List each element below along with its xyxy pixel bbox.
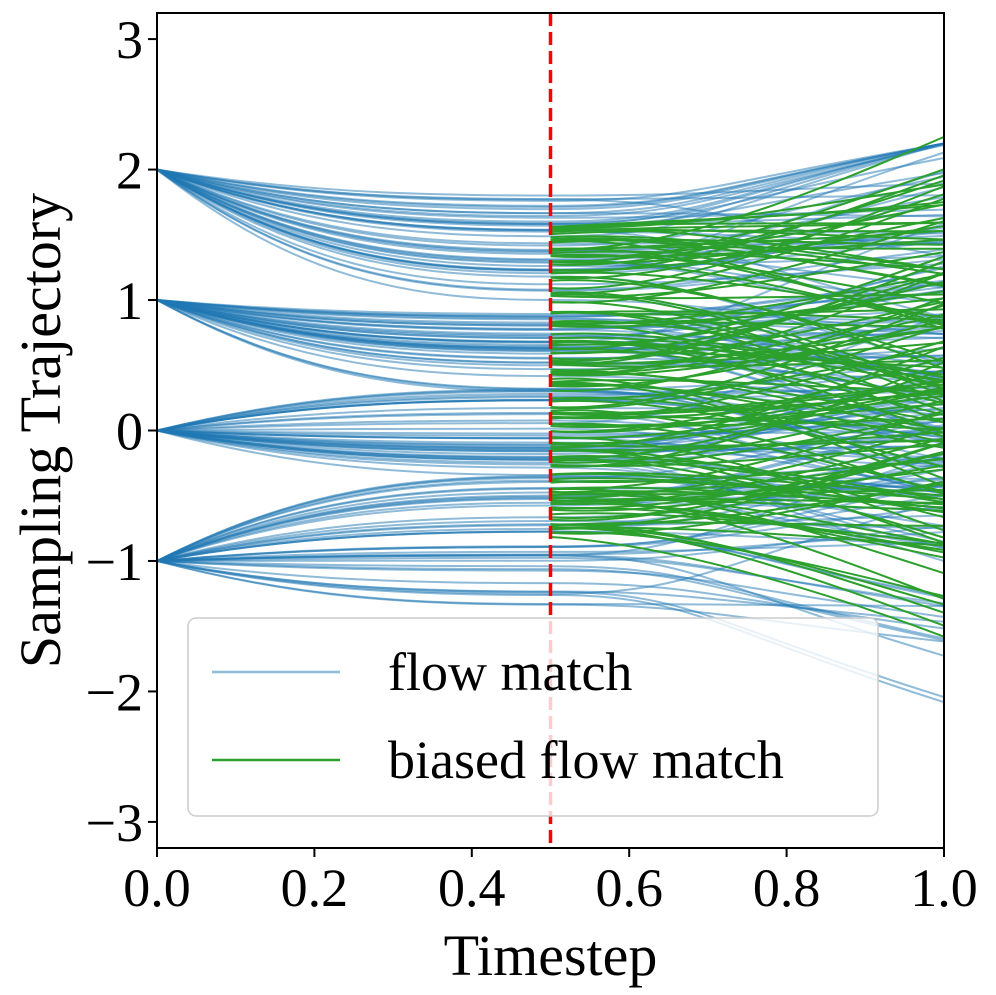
biased-flow-match-trajectory	[550, 441, 945, 522]
biased-flow-match-trajectory	[550, 168, 945, 263]
flow-match-trajectory	[156, 299, 945, 352]
y-tick-label: 1	[116, 271, 143, 331]
biased-flow-match-trajectory	[550, 436, 945, 532]
biased-flow-match-trajectory	[550, 409, 945, 495]
biased-flow-match-trajectory	[550, 216, 945, 272]
biased-flow-match-trajectory	[550, 370, 945, 438]
biased-flow-match-trajectory	[550, 526, 945, 606]
biased-flow-match-trajectory	[550, 320, 945, 379]
biased-flow-match-trajectory	[550, 275, 945, 370]
x-tick-label: 0.8	[753, 858, 821, 918]
x-tick-label: 1.0	[910, 858, 978, 918]
legend-label-flow-match: flow match	[388, 642, 632, 702]
biased-flow-match-trajectory	[550, 237, 945, 288]
biased-flow-match-trajectory	[550, 384, 945, 431]
biased-flow-match-trajectory	[550, 359, 945, 368]
biased-flow-match-trajectory	[550, 506, 945, 552]
biased-flow-match-lines	[550, 136, 945, 638]
legend-label-biased-flow-match: biased flow match	[388, 730, 784, 790]
biased-flow-match-trajectory	[550, 235, 945, 271]
y-tick-label: 2	[116, 141, 143, 201]
biased-flow-match-trajectory	[550, 250, 945, 270]
y-tick-label: 0	[116, 402, 143, 462]
y-tick-label: −3	[86, 793, 143, 853]
biased-flow-match-trajectory	[550, 197, 945, 295]
flow-match-trajectory	[156, 501, 945, 562]
biased-flow-match-trajectory	[550, 293, 945, 397]
biased-flow-match-trajectory	[550, 332, 945, 383]
biased-flow-match-trajectory	[550, 326, 945, 366]
biased-flow-match-trajectory	[550, 402, 945, 427]
biased-flow-match-trajectory	[550, 399, 945, 464]
biased-flow-match-trajectory	[550, 431, 945, 452]
flow-match-trajectory	[156, 429, 945, 543]
biased-flow-match-trajectory	[550, 183, 945, 229]
biased-flow-match-trajectory	[550, 260, 945, 327]
x-axis-label: Timestep	[444, 923, 658, 988]
x-tick-label: 0.4	[438, 858, 506, 918]
biased-flow-match-trajectory	[550, 253, 945, 304]
biased-flow-match-trajectory	[550, 426, 945, 499]
legend-box	[187, 617, 879, 817]
biased-flow-match-trajectory	[550, 302, 945, 409]
biased-flow-match-trajectory	[550, 381, 945, 488]
biased-flow-match-trajectory	[550, 512, 945, 545]
biased-flow-match-trajectory	[550, 220, 945, 304]
y-tick-label: −2	[86, 662, 143, 722]
biased-flow-match-trajectory	[550, 310, 945, 390]
biased-flow-match-trajectory	[550, 255, 945, 350]
biased-flow-match-trajectory	[550, 326, 945, 377]
biased-flow-match-trajectory	[550, 229, 945, 236]
biased-flow-match-trajectory	[550, 136, 945, 250]
biased-flow-match-trajectory	[550, 221, 945, 233]
biased-flow-match-trajectory	[550, 535, 945, 638]
biased-flow-match-trajectory	[550, 346, 945, 400]
biased-flow-match-trajectory	[550, 293, 945, 300]
biased-flow-match-trajectory	[550, 399, 945, 468]
biased-flow-match-trajectory	[550, 527, 945, 627]
y-axis-ticks: −3 −2 −1 0 1 2 3	[86, 10, 157, 853]
biased-flow-match-trajectory	[550, 487, 945, 575]
y-tick-label: −1	[86, 532, 143, 592]
biased-flow-match-trajectory	[550, 247, 945, 325]
biased-flow-match-trajectory	[550, 471, 945, 497]
biased-flow-match-trajectory	[550, 480, 945, 500]
y-tick-label: 3	[116, 10, 143, 70]
biased-flow-match-trajectory	[550, 323, 945, 424]
biased-flow-match-trajectory	[550, 291, 945, 390]
x-tick-label: 0.6	[595, 858, 663, 918]
x-tick-label: 0.0	[123, 858, 191, 918]
biased-flow-match-trajectory	[550, 301, 945, 403]
biased-flow-match-trajectory	[550, 459, 945, 504]
flow-match-trajectory	[156, 144, 945, 218]
biased-flow-match-trajectory	[550, 493, 945, 546]
flow-match-trajectory	[156, 168, 945, 201]
y-axis-label: Sampling Trajectory	[8, 193, 73, 668]
biased-flow-match-trajectory	[550, 390, 945, 420]
x-axis-ticks: 0.0 0.2 0.4 0.6 0.8 1.0	[123, 848, 978, 918]
biased-flow-match-trajectory	[550, 179, 945, 267]
flow-match-trajectory	[156, 299, 945, 371]
flow-match-trajectory	[156, 525, 945, 562]
biased-flow-match-trajectory	[550, 450, 945, 520]
biased-flow-match-trajectory	[550, 497, 945, 600]
biased-flow-match-trajectory	[550, 380, 945, 415]
x-tick-label: 0.2	[281, 858, 349, 918]
biased-flow-match-trajectory	[550, 368, 945, 460]
flow-match-trajectory	[156, 299, 945, 416]
legend: flow match biased flow match	[187, 617, 879, 817]
biased-flow-match-trajectory	[550, 388, 945, 445]
biased-flow-match-trajectory	[550, 383, 945, 416]
flow-match-trajectory	[156, 142, 945, 223]
flow-match-trajectory	[156, 299, 945, 323]
biased-flow-match-trajectory	[550, 348, 945, 416]
biased-flow-match-trajectory	[550, 486, 945, 509]
